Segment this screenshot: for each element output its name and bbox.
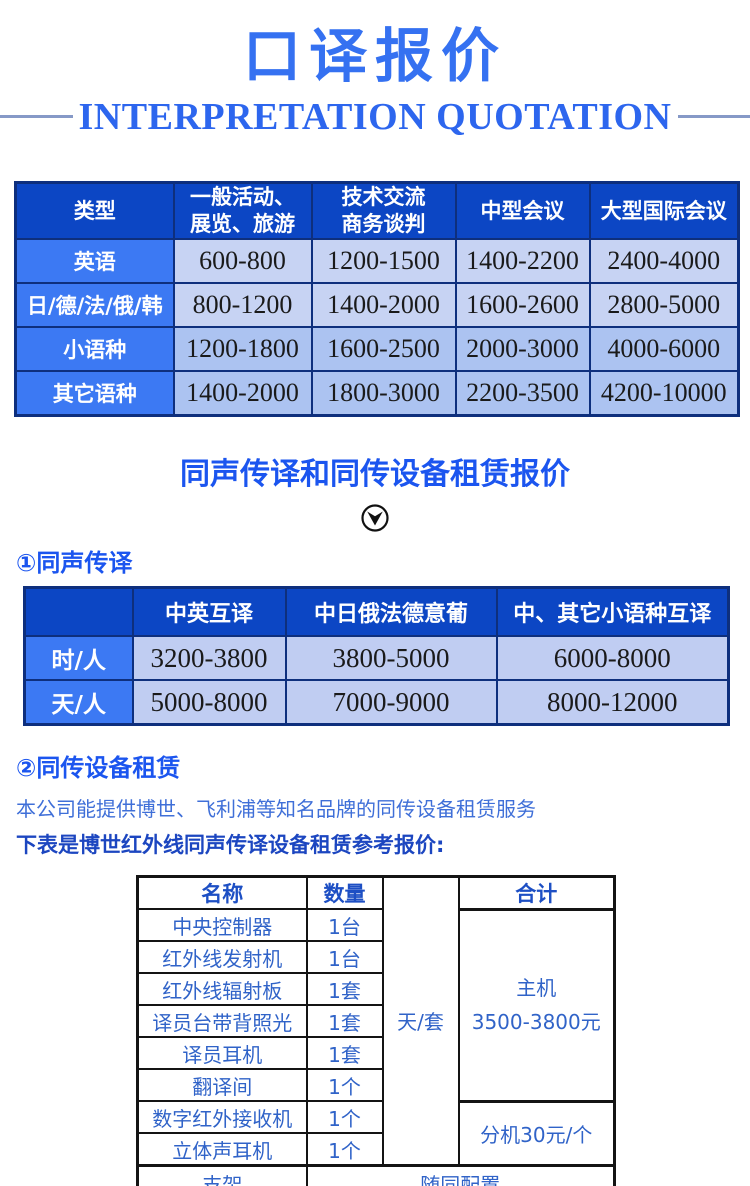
column-header-large: 大型国际会议: [588, 181, 740, 241]
price-cell: 3800-5000: [284, 635, 498, 682]
table-header-row: 名称 数量 天/套 合计: [136, 875, 616, 1167]
item-qty: 1个: [305, 1068, 384, 1103]
table-row: 其它语种 1400-2000 1800-3000 2200-3500 4200-…: [14, 370, 740, 417]
row-label-english: 英语: [14, 238, 175, 285]
price-cell: 1400-2200: [454, 238, 591, 285]
subtitle-right-rule: [677, 115, 750, 119]
price-cell: 1400-2000: [172, 370, 313, 417]
price-cell: 1200-1800: [172, 326, 313, 373]
table-row: 翻译间 1个: [136, 1068, 615, 1103]
item-name: 红外线发射机: [136, 940, 308, 975]
divider: [0, 503, 750, 535]
equipment-section-label: ②同传设备租赁: [16, 753, 181, 782]
table-row: 英语 600-800 1200-1500 1400-2200 2400-4000: [14, 238, 740, 285]
price-cell: 2000-3000: [454, 326, 591, 373]
column-header-cn-en: 中英互译: [131, 586, 287, 638]
item-qty: 1套: [305, 1004, 384, 1039]
page-subtitle: INTERPRETATION QUOTATION: [78, 95, 672, 138]
column-header-qty: 数量: [305, 875, 384, 911]
price-cell: 1200-1500: [310, 238, 457, 285]
section-heading: 同声传译和同传设备租赁报价: [180, 456, 570, 492]
interpretation-price-table: 类型 一般活动、 展览、旅游 技术交流 商务谈判 中型会议 大型国际会议 英语 …: [14, 180, 740, 417]
row-label-per-hour: 时/人: [23, 635, 134, 682]
price-cell: 2400-4000: [588, 238, 740, 285]
column-header-general: 一般活动、 展览、旅游: [172, 181, 313, 241]
bracket-value-cell: 随同配置: [305, 1163, 616, 1186]
table-row: 红外线辐射板 1套: [136, 972, 615, 1007]
item-qty: 1个: [305, 1132, 384, 1167]
price-cell: 1400-2000: [310, 282, 457, 329]
price-cell: 2800-5000: [588, 282, 740, 329]
item-name: 数字红外接收机: [136, 1100, 308, 1135]
table-row: 支架 随同配置: [136, 1163, 616, 1186]
table-row: 立体声耳机 1个: [136, 1132, 615, 1167]
column-header-blank: [23, 586, 134, 638]
column-header-name: 名称: [136, 875, 308, 911]
item-qty: 1套: [305, 972, 384, 1007]
price-cell: 6000-8000: [495, 635, 730, 682]
host-total-cell: 主机 3500-3800元: [457, 908, 616, 1103]
price-cell: 4000-6000: [588, 326, 740, 373]
item-name: 译员台带背照光: [136, 1004, 308, 1039]
table-row: 中央控制器 1台 主机 3500-3800元: [136, 908, 616, 1103]
unit-cell: 天/套: [381, 875, 460, 1167]
row-label-minor-languages: 小语种: [14, 326, 175, 373]
price-cell: 800-1200: [172, 282, 313, 329]
row-label-per-day: 天/人: [23, 679, 134, 726]
column-header-type: 类型: [14, 181, 175, 241]
si-section-label: ①同声传译: [16, 548, 133, 577]
item-name-bracket: 支架: [136, 1163, 308, 1186]
price-cell: 600-800: [172, 238, 313, 285]
page-title: 口译报价: [242, 22, 507, 90]
item-name: 翻译间: [136, 1068, 308, 1103]
column-header-total: 合计: [457, 875, 616, 911]
price-cell: 5000-8000: [131, 679, 287, 726]
table-header-row: 中英互译 中日俄法德意葡 中、其它小语种互译: [23, 586, 730, 638]
item-qty: 1个: [305, 1100, 384, 1135]
table-row: 数字红外接收机 1个 分机30元/个: [136, 1099, 616, 1167]
item-qty: 1套: [305, 1036, 384, 1071]
table-header-row: 类型 一般活动、 展览、旅游 技术交流 商务谈判 中型会议 大型国际会议: [14, 181, 740, 241]
item-name: 红外线辐射板: [136, 972, 308, 1007]
column-header-cn-minor: 中、其它小语种互译: [495, 586, 730, 638]
price-cell: 7000-9000: [284, 679, 498, 726]
table-row: 天/人 5000-8000 7000-9000 8000-12000: [23, 679, 730, 726]
table-row: 时/人 3200-3800 3800-5000 6000-8000: [23, 635, 730, 682]
item-name: 译员耳机: [136, 1036, 308, 1071]
table-row: 小语种 1200-1800 1600-2500 2000-3000 4000-6…: [14, 326, 740, 373]
subtitle-row: INTERPRETATION QUOTATION: [0, 95, 750, 139]
price-cell: 3200-3800: [131, 635, 287, 682]
row-label-other-languages: 其它语种: [14, 370, 175, 417]
item-name: 立体声耳机: [136, 1132, 308, 1167]
table-row: 红外线发射机 1台: [136, 940, 615, 975]
column-header-technical: 技术交流 商务谈判: [310, 181, 457, 241]
extension-total-cell: 分机30元/个: [457, 1099, 616, 1167]
price-cell: 4200-10000: [588, 370, 740, 417]
table-row: 译员耳机 1套: [136, 1036, 615, 1071]
equipment-intro-text: 本公司能提供博世、飞利浦等知名品牌的同传设备租赁服务: [16, 796, 536, 821]
price-cell: 1600-2600: [454, 282, 591, 329]
table-row: 日/德/法/俄/韩 800-1200 1400-2000 1600-2600 2…: [14, 282, 740, 329]
price-cell: 2200-3500: [454, 370, 591, 417]
column-header-medium: 中型会议: [454, 181, 591, 241]
equipment-note-text: 下表是博世红外线同声传译设备租赁参考报价:: [16, 832, 445, 857]
item-name: 中央控制器: [136, 908, 308, 943]
price-cell: 1600-2500: [310, 326, 457, 373]
column-header-cn-multi: 中日俄法德意葡: [284, 586, 498, 638]
equipment-rental-table: 名称 数量 天/套 合计 中央控制器 1台 主机 3500-3800元 红外线发…: [136, 874, 616, 1186]
table-row: 译员台带背照光 1套: [136, 1004, 615, 1039]
item-qty: 1台: [305, 908, 384, 943]
price-cell: 8000-12000: [495, 679, 730, 726]
price-cell: 1800-3000: [310, 370, 457, 417]
row-label-jdfrk: 日/德/法/俄/韩: [14, 282, 175, 329]
circle-chevron-down-icon: [361, 504, 389, 532]
item-qty: 1台: [305, 940, 384, 975]
simultaneous-interpretation-table: 中英互译 中日俄法德意葡 中、其它小语种互译 时/人 3200-3800 380…: [23, 585, 730, 726]
subtitle-left-rule: [0, 115, 73, 119]
